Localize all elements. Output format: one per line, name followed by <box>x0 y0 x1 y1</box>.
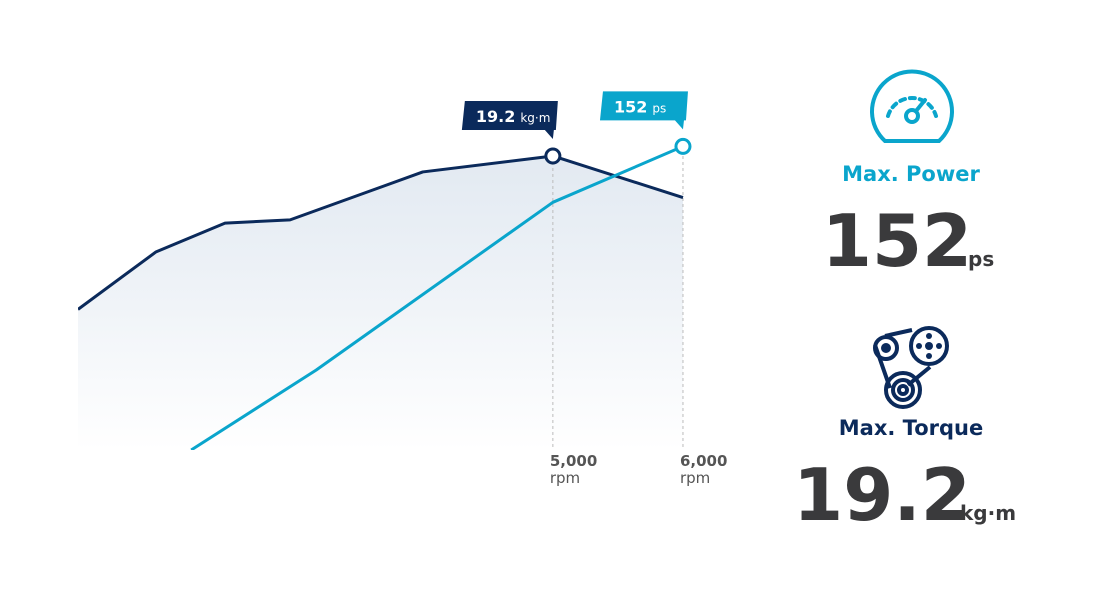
x-tick-unit: rpm <box>680 469 710 487</box>
callout-label: 152 ps <box>614 97 666 116</box>
x-tick-unit: rpm <box>550 469 580 487</box>
callout-box <box>461 100 558 139</box>
series-line <box>190 145 684 450</box>
x-tick-label: 6,000 <box>680 452 727 470</box>
stat-unit: ps <box>968 247 994 271</box>
callout-value: 152 <box>614 97 647 116</box>
plot-area <box>78 145 684 450</box>
peak-marker <box>674 137 692 155</box>
callout-unit: kg·m <box>520 111 550 125</box>
torque-icon <box>873 326 949 409</box>
callout-value: 19.2 <box>476 107 515 126</box>
stat-label: Max. Power <box>842 162 980 186</box>
stat-value: 152 <box>822 199 972 283</box>
stat-unit: kg·m <box>960 501 1016 525</box>
x-tick-label: 5,000 <box>550 452 597 470</box>
peak-marker <box>544 147 562 165</box>
callout-unit: ps <box>652 101 666 115</box>
power-icon <box>870 69 954 143</box>
stat-label: Max. Torque <box>839 416 983 440</box>
area <box>78 155 683 450</box>
callout-box <box>599 91 688 130</box>
stat-value: 19.2 <box>793 453 971 537</box>
callout-label: 19.2 kg·m <box>476 107 551 126</box>
